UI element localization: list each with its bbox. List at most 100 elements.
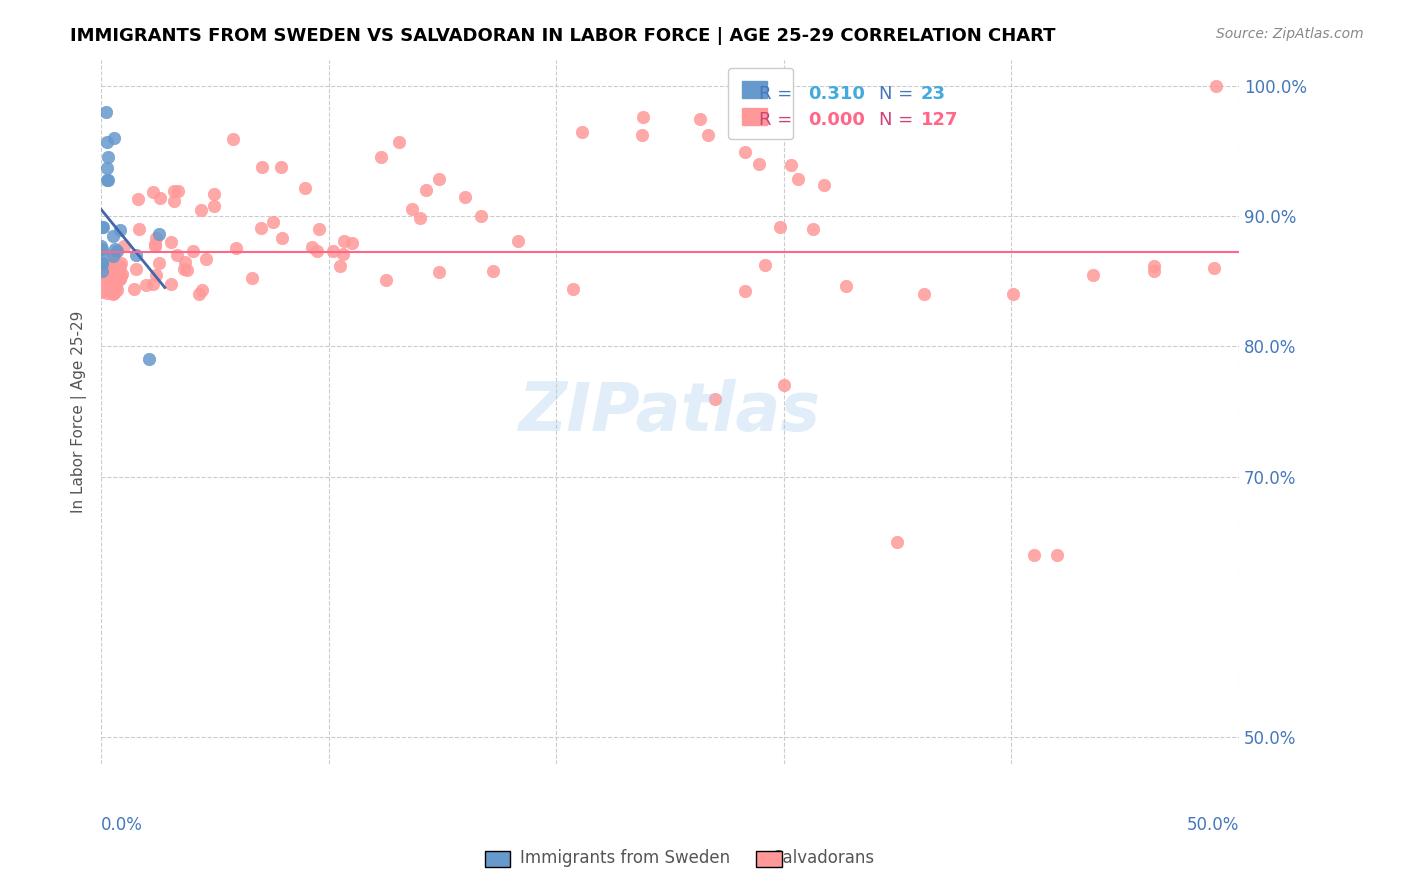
Point bbox=[125, 262, 148, 277]
Point bbox=[101, 287, 124, 301]
Point bbox=[97, 268, 120, 283]
Point bbox=[159, 235, 181, 249]
Point bbox=[103, 251, 125, 265]
Point bbox=[340, 235, 363, 250]
Point bbox=[308, 222, 330, 236]
Point bbox=[307, 244, 329, 258]
Point bbox=[122, 282, 145, 296]
Point bbox=[96, 286, 118, 301]
Point bbox=[105, 279, 128, 293]
Point bbox=[1022, 548, 1045, 562]
Point bbox=[96, 161, 118, 175]
Point bbox=[103, 248, 125, 262]
Point bbox=[100, 255, 122, 269]
Point bbox=[769, 220, 792, 235]
Point bbox=[128, 222, 150, 236]
Text: N =: N = bbox=[879, 112, 918, 129]
Point bbox=[1143, 264, 1166, 278]
Point bbox=[98, 256, 121, 270]
Point bbox=[176, 262, 198, 277]
Point bbox=[427, 264, 450, 278]
Point bbox=[173, 254, 195, 268]
Point bbox=[786, 172, 808, 186]
Point bbox=[135, 277, 157, 292]
Point bbox=[93, 265, 115, 279]
Point bbox=[225, 241, 247, 255]
Point bbox=[779, 158, 801, 172]
Point bbox=[125, 248, 148, 262]
Point bbox=[91, 242, 114, 256]
Point bbox=[204, 199, 226, 213]
Point bbox=[754, 258, 776, 272]
Point bbox=[734, 145, 756, 160]
Point bbox=[250, 220, 273, 235]
Point bbox=[90, 245, 112, 260]
Text: Source: ZipAtlas.com: Source: ZipAtlas.com bbox=[1216, 27, 1364, 41]
Point bbox=[188, 286, 211, 301]
Point bbox=[270, 160, 292, 174]
Point bbox=[333, 234, 356, 248]
Point bbox=[322, 244, 344, 259]
Point bbox=[427, 171, 450, 186]
Point bbox=[96, 136, 118, 150]
Point bbox=[166, 248, 188, 262]
Point bbox=[105, 283, 128, 297]
Point bbox=[91, 258, 114, 272]
Point bbox=[94, 262, 117, 277]
Point bbox=[240, 270, 263, 285]
Point bbox=[163, 184, 186, 198]
Point bbox=[98, 280, 121, 294]
Text: 0.0%: 0.0% bbox=[101, 815, 143, 834]
Point bbox=[1143, 259, 1166, 273]
Point bbox=[105, 244, 128, 259]
Point bbox=[145, 231, 167, 245]
Point bbox=[105, 261, 128, 276]
Point bbox=[110, 268, 132, 283]
Point bbox=[93, 257, 115, 271]
Point bbox=[294, 181, 316, 195]
Point bbox=[271, 231, 294, 245]
Point bbox=[91, 219, 114, 234]
Point bbox=[370, 150, 392, 164]
Point bbox=[97, 283, 120, 297]
Point bbox=[110, 270, 132, 285]
Point bbox=[181, 244, 204, 258]
Point bbox=[143, 239, 166, 253]
Point bbox=[110, 259, 132, 273]
Point bbox=[689, 112, 711, 127]
Point bbox=[103, 265, 125, 279]
Point bbox=[409, 211, 432, 225]
Text: 0.000: 0.000 bbox=[808, 112, 865, 129]
Point bbox=[104, 261, 127, 276]
Point bbox=[328, 259, 350, 273]
Point bbox=[127, 192, 149, 206]
Point bbox=[453, 190, 475, 204]
Point bbox=[561, 283, 583, 297]
Point bbox=[1202, 261, 1225, 276]
Point bbox=[90, 256, 112, 270]
Point bbox=[748, 157, 770, 171]
Point bbox=[167, 184, 190, 198]
Text: Salvadorans: Salvadorans bbox=[773, 849, 876, 867]
Point bbox=[103, 130, 125, 145]
Point bbox=[222, 132, 245, 146]
Point bbox=[138, 352, 160, 367]
Point bbox=[202, 186, 225, 201]
Point bbox=[506, 234, 529, 248]
Text: 50.0%: 50.0% bbox=[1187, 815, 1239, 834]
Point bbox=[96, 172, 118, 186]
Text: Immigrants from Sweden: Immigrants from Sweden bbox=[520, 849, 730, 867]
Point bbox=[97, 279, 120, 293]
Point bbox=[704, 392, 727, 406]
Point bbox=[91, 220, 114, 235]
Point bbox=[195, 252, 218, 266]
Text: R =: R = bbox=[759, 112, 799, 129]
Point bbox=[1083, 268, 1105, 282]
Point bbox=[107, 266, 129, 280]
Point bbox=[886, 535, 908, 549]
Point bbox=[160, 277, 183, 292]
Point bbox=[91, 256, 114, 270]
Point bbox=[387, 136, 409, 150]
Point bbox=[772, 378, 794, 392]
Point bbox=[142, 185, 165, 199]
